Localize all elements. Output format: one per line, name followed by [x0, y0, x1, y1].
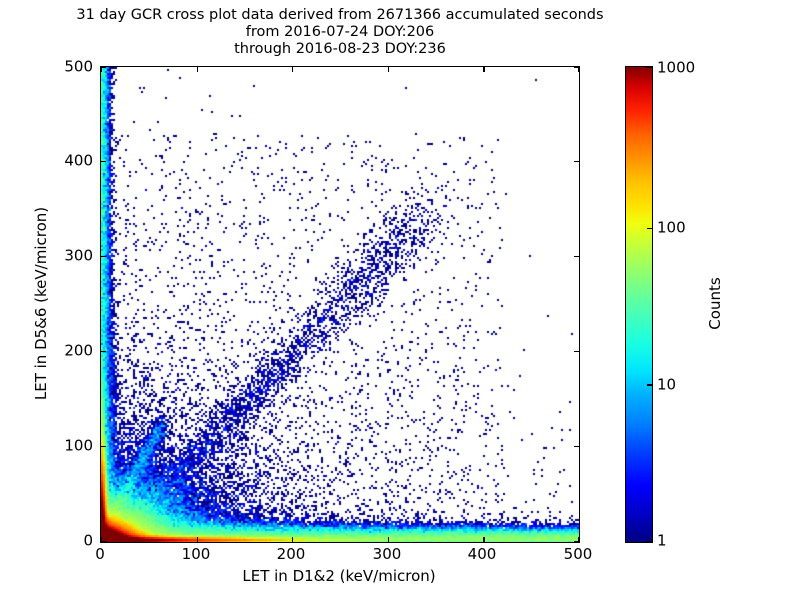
ytick-500: [101, 67, 106, 69]
xtick-label-200: 200: [276, 545, 306, 563]
xtick-label-400: 400: [467, 545, 497, 563]
xtick-label-100: 100: [181, 545, 211, 563]
ytick-label-0: 0: [83, 531, 93, 550]
xtick-label-0: 0: [95, 545, 105, 563]
ytick-right-300: [574, 255, 579, 257]
ytick-label-500: 500: [64, 57, 93, 76]
xtick-top-400: [483, 67, 485, 72]
ytick-100: [101, 445, 106, 447]
xtick-300: [387, 537, 390, 542]
colorbar: [625, 66, 653, 543]
ytick-label-300: 300: [64, 246, 93, 265]
xtick-400: [483, 537, 485, 542]
colorbar-gradient: [626, 67, 652, 542]
chart-title-line-2: from 2016-07-24 DOY:206: [245, 24, 435, 40]
ytick-label-100: 100: [64, 436, 93, 455]
ytick-right-400: [574, 160, 579, 162]
xtick-500: [577, 537, 579, 542]
ytick-200: [101, 350, 106, 352]
colorbar-tick-10: [647, 384, 653, 386]
colorbar-label-100: 100: [657, 218, 686, 237]
xtick-top-300: [387, 67, 390, 72]
xtick-200: [292, 537, 294, 542]
ytick-label-400: 400: [64, 151, 93, 170]
x-axis-label: LET in D1&2 (keV/micron): [242, 567, 436, 585]
xtick-top-500: [577, 67, 579, 72]
ytick-300: [101, 255, 106, 257]
chart-title: 31 day GCR cross plot data derived from …: [0, 7, 680, 58]
colorbar-label-10: 10: [657, 375, 677, 394]
scatter-heatmap-canvas: [101, 67, 579, 542]
y-axis-label: LET in D5&6 (keV/micron): [32, 206, 50, 401]
plot-axes: [100, 66, 580, 543]
colorbar-tick-100: [647, 227, 653, 229]
ytick-400: [101, 160, 106, 162]
colorbar-tick-1000: [647, 67, 653, 69]
colorbar-label-1000: 1000: [657, 58, 696, 77]
xtick-100: [196, 537, 198, 542]
colorbar-title: Counts: [706, 277, 724, 330]
chart-title-line-3: through 2016-08-23 DOY:236: [234, 41, 446, 57]
xtick-0: [101, 537, 103, 542]
ytick-0: [101, 540, 106, 542]
colorbar-label-1: 1: [657, 531, 667, 550]
chart-title-line-1: 31 day GCR cross plot data derived from …: [76, 7, 604, 23]
xtick-top-0: [101, 67, 103, 72]
ytick-right-100: [574, 445, 579, 447]
xtick-label-300: 300: [372, 545, 402, 563]
ytick-label-200: 200: [64, 341, 93, 360]
xtick-top-100: [196, 67, 198, 72]
ytick-right-500: [574, 67, 579, 69]
xtick-top-200: [292, 67, 294, 72]
ytick-right-0: [574, 540, 579, 542]
colorbar-tick-1: [647, 540, 653, 542]
xtick-label-500: 500: [563, 545, 593, 563]
ytick-right-200: [574, 350, 579, 352]
